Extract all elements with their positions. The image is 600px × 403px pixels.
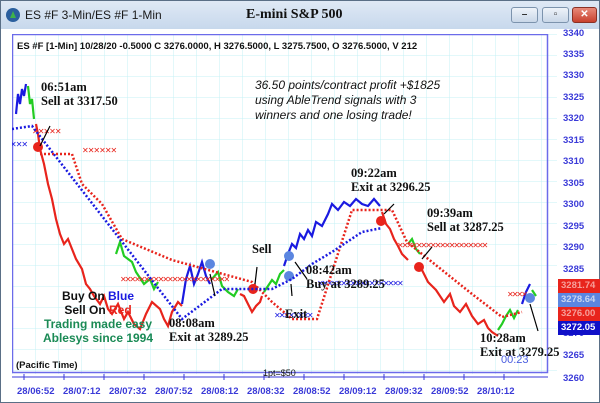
svg-text:✕✕✕✕✕✕✕✕✕✕✕✕✕✕✕✕✕✕✕✕✕✕✕: ✕✕✕✕✕✕✕✕✕✕✕✕✕✕✕✕✕✕✕✕✕✕✕ — [120, 275, 229, 284]
ohlc-info-line: ES #F [1-Min] 10/28/20 -0.5000 C 3276.00… — [17, 41, 418, 52]
title-bar[interactable]: ES #F 3-Min/ES #F 1-Min E-mini S&P 500 –… — [1, 1, 599, 29]
maximize-icon: ▫ — [553, 9, 558, 20]
annotation-sell-0651: 06:51am Sell at 3317.50 — [41, 80, 118, 108]
point-value-label: 1pt=$50 — [263, 368, 296, 378]
close-icon: ✕ — [580, 9, 589, 20]
tagline-2: Ablesys since 1994 — [42, 331, 154, 345]
svg-text:✕✕✕✕✕✕✕✕: ✕✕✕✕✕✕✕✕ — [274, 311, 313, 320]
annotation-buy-0842: 08:42am Buy at 3289.25 — [306, 263, 385, 291]
price-chart[interactable]: ✕✕✕✕✕ ✕✕✕✕✕✕ ✕✕✕✕✕✕✕✕✕✕✕✕✕✕✕✕✕✕✕✕✕✕✕ ✕✕✕… — [12, 34, 557, 389]
buy-color-word: Blue — [108, 289, 135, 303]
svg-text:✕✕✕✕✕✕✕✕✕✕✕✕✕✕✕✕✕✕: ✕✕✕✕✕✕✕✕✕✕✕✕✕✕✕✕✕✕ — [317, 279, 403, 288]
signal-legend: Buy On Blue Sell On Red Trading made eas… — [28, 289, 168, 345]
sell-color-word: Red — [109, 303, 132, 317]
app-logo-icon — [6, 8, 20, 22]
annotation-exit-0922: 09:22am Exit at 3296.25 — [351, 166, 431, 194]
svg-text:✕✕✕✕: ✕✕✕✕ — [507, 290, 527, 299]
svg-text:✕✕✕: ✕✕✕ — [12, 140, 27, 149]
svg-text:✕✕✕✕✕✕: ✕✕✕✕✕✕ — [82, 146, 117, 155]
profit-line-3: winners and one losing trade! — [255, 108, 412, 122]
window-title: ES #F 3-Min/ES #F 1-Min — [25, 8, 162, 22]
annotation-sell-0939: 09:39am Sell at 3287.25 — [427, 206, 504, 234]
price-box-red-stop: 3281.74 — [558, 279, 600, 293]
annotation-exit-1028: 10:28am Exit at 3279.25 — [480, 331, 560, 359]
chart-title: E-mini S&P 500 — [246, 7, 343, 22]
price-box-blue-stop: 3272.05 — [558, 321, 600, 335]
timezone-label: (Pacific Time) — [16, 360, 78, 371]
tagline-1: Trading made easy — [43, 317, 153, 331]
profit-note: 36.50 points/contract profit +$1825 usin… — [255, 78, 440, 123]
maximize-button[interactable]: ▫ — [542, 7, 569, 23]
annotation-sell-0832: Sell — [252, 242, 272, 256]
close-button[interactable]: ✕ — [572, 7, 597, 23]
bar-countdown: 00:23 — [501, 354, 529, 366]
profit-line-2: using AbleTrend signals with 3 — [255, 93, 417, 107]
profit-line-1: 36.50 points/contract profit +$1825 — [255, 78, 441, 92]
annotation-exit-0842: Exit — [285, 307, 308, 321]
minimize-button[interactable]: – — [511, 7, 538, 23]
minimize-icon: – — [521, 9, 528, 20]
svg-text:✕✕✕✕✕✕✕✕✕✕✕✕✕✕✕✕✕✕✕: ✕✕✕✕✕✕✕✕✕✕✕✕✕✕✕✕✕✕✕ — [397, 241, 488, 250]
price-box-blue: 3278.64 — [558, 293, 600, 307]
svg-text:✕✕✕✕✕: ✕✕✕✕✕ — [32, 127, 61, 136]
annotation-exit-0808: 08:08am Exit at 3289.25 — [169, 316, 249, 344]
price-box-close: 3276.00 — [558, 307, 600, 321]
